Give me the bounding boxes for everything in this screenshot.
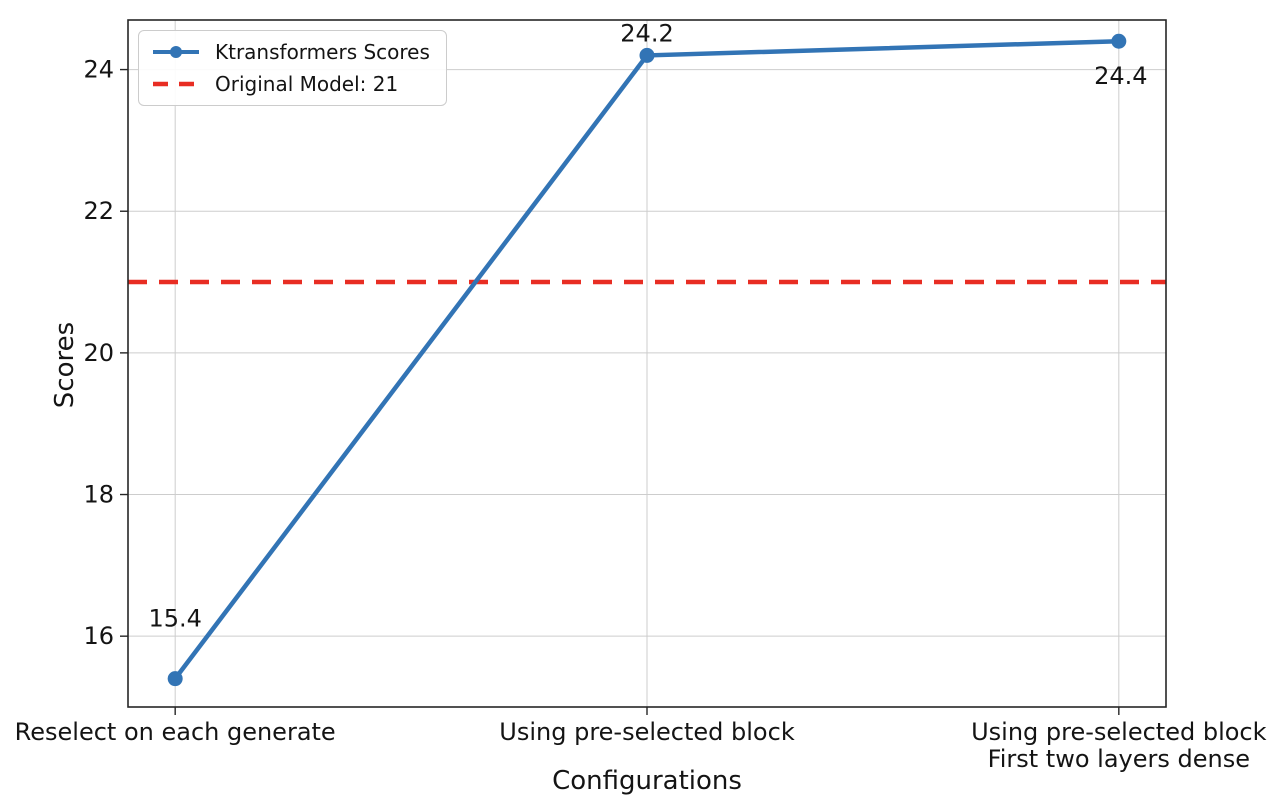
- x-tick-labels: Reselect on each generate Using pre-selec…: [15, 718, 1267, 773]
- tick-marks: [120, 68, 1120, 715]
- svg-text:First two layers dense: First two layers dense: [988, 745, 1250, 773]
- y-axis-label: Scores: [50, 321, 80, 409]
- svg-text:18: 18: [83, 481, 114, 509]
- svg-text:24.4: 24.4: [1094, 62, 1147, 90]
- grid-lines: [128, 20, 1166, 707]
- legend-item-series: Ktransformers Scores: [151, 38, 430, 66]
- y-tick-labels: 16 18 20 22 24: [83, 56, 114, 651]
- legend-item-reference: Original Model: 21: [151, 70, 430, 98]
- svg-text:20: 20: [83, 339, 114, 367]
- legend-label-series: Ktransformers Scores: [215, 40, 430, 64]
- dashed-line-sample-icon: [153, 81, 199, 87]
- svg-text:15.4: 15.4: [148, 605, 201, 633]
- svg-text:24.2: 24.2: [620, 19, 673, 47]
- legend: Ktransformers Scores Original Model: 21: [138, 30, 447, 106]
- svg-text:Using pre-selected block: Using pre-selected block: [499, 718, 795, 746]
- legend-label-reference: Original Model: 21: [215, 72, 399, 96]
- point-value-labels: 15.4 24.2 24.4: [148, 19, 1147, 632]
- solid-line-marker-sample-icon: [153, 46, 199, 58]
- svg-text:24: 24: [83, 56, 114, 84]
- svg-text:Reselect on each generate: Reselect on each generate: [15, 718, 336, 746]
- svg-text:22: 22: [83, 197, 114, 225]
- svg-text:Using pre-selected block: Using pre-selected block: [971, 718, 1267, 746]
- series-markers: [167, 33, 1127, 687]
- x-axis-label: Configurations: [552, 766, 742, 796]
- svg-text:16: 16: [83, 622, 114, 650]
